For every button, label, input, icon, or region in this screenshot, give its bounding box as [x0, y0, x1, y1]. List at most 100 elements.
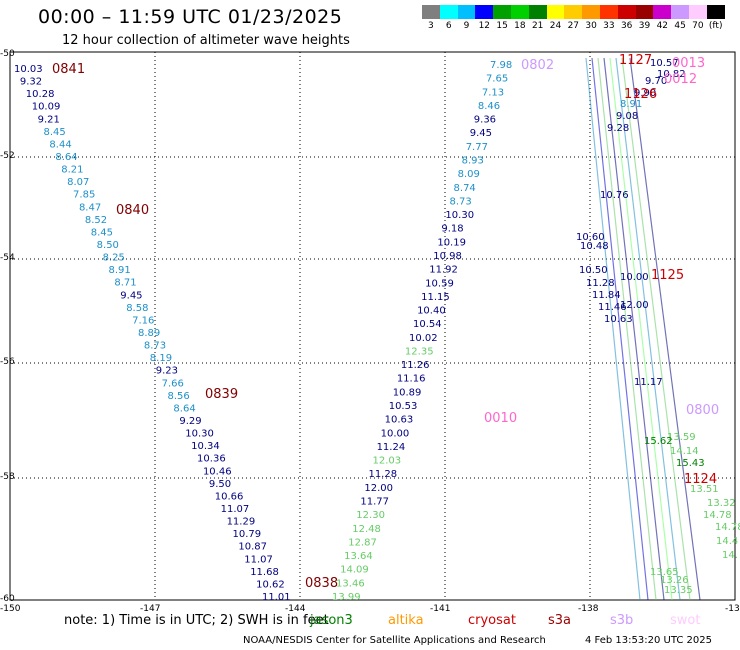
track-value: 8.25 [103, 253, 125, 264]
longitude-label: -147 [140, 604, 161, 614]
track-value: 11.29 [227, 517, 256, 528]
track-value: 9.23 [156, 366, 178, 377]
colorbar-swatch [422, 5, 440, 19]
track-value: 8.44 [49, 139, 71, 150]
dense-track-line [585, 57, 641, 601]
colorbar-label: 70 [692, 21, 704, 31]
track-value: 11.26 [401, 360, 430, 371]
track-value: 8.73 [449, 196, 471, 207]
colorbar-label: 9 [463, 21, 470, 31]
track-value: 12.87 [348, 537, 377, 548]
track-value: 13.65 [650, 567, 679, 578]
track-value: 8.93 [462, 155, 484, 166]
colorbar-swatch [653, 5, 672, 19]
track-value: 8.46 [478, 101, 500, 112]
colorbar-label: 33 [603, 21, 615, 31]
track-value: 8.89 [138, 328, 160, 339]
satellite-legend-item: cryosat [468, 613, 516, 628]
track-value: 10.09 [32, 102, 61, 113]
track-value: 10.79 [232, 529, 261, 540]
pass-id-label: 0841 [52, 62, 85, 77]
pass-id-label: 1127 [619, 53, 652, 68]
track-value: 7.13 [482, 87, 504, 98]
track-value: 10.00 [381, 428, 410, 439]
track-value: 9.21 [38, 114, 60, 125]
track-value: 8.91 [620, 99, 642, 110]
track-value: 11.01 [262, 592, 291, 603]
track-value: 11.77 [360, 497, 389, 508]
colorbar-swatch [439, 5, 458, 19]
track-value: 8.64 [55, 152, 77, 163]
track-value: 9.32 [20, 77, 42, 88]
track-value: 10.36 [197, 454, 226, 465]
pass-id-label: 0802 [521, 58, 554, 73]
track-value: 15.62 [644, 436, 673, 447]
latitude-label: -54 [0, 253, 15, 263]
latitude-label: -58 [0, 472, 15, 482]
pass-id-label: 1124 [684, 472, 717, 487]
track-value: 10.89 [393, 387, 422, 398]
track-value: 10.53 [389, 401, 418, 412]
colorbar-label: 27 [567, 21, 580, 31]
satellite-legend-item: s3a [548, 613, 572, 628]
pass-id-label: 0800 [686, 403, 719, 418]
track-value: 12.35 [405, 346, 434, 357]
page-subtitle: 12 hour collection of altimeter wave hei… [62, 33, 350, 48]
track-value: 10.66 [215, 491, 244, 502]
track-value: 10.02 [409, 333, 438, 344]
track-value: 9.50 [209, 479, 231, 490]
track-value: 12.48 [352, 524, 381, 535]
track-value: 8.07 [67, 177, 89, 188]
track-value: 10.87 [238, 542, 267, 553]
colorbar-label: 45 [674, 21, 686, 31]
track-value: 10.98 [433, 251, 462, 262]
track-value: 14.14 [670, 446, 699, 457]
track-value: 8.19 [150, 353, 172, 364]
track-value: 9.36 [474, 115, 496, 126]
track-value: 8.45 [44, 127, 66, 138]
track-value: 8.91 [108, 265, 130, 276]
track-value: 13.32 [707, 498, 736, 509]
colorbar-swatch [564, 5, 583, 19]
colorbar-swatch [671, 5, 689, 19]
track-value: 8.45 [91, 227, 113, 238]
track-value: 8.64 [173, 403, 195, 414]
track-value: 13.59 [667, 432, 696, 443]
track-value: 11.17 [634, 377, 663, 388]
track-value: 8.09 [458, 169, 480, 180]
track-value: 13.99 [332, 592, 361, 603]
track-value: 11.92 [429, 265, 458, 276]
track-value: 10.03 [14, 64, 43, 75]
track-value: 10.40 [417, 306, 446, 317]
map-frame [9, 51, 736, 601]
track-value: 13.46 [336, 578, 365, 589]
track-value: 9.90 [634, 88, 656, 99]
track-value: 11.16 [397, 374, 426, 385]
pass-id-label: 1126 [624, 87, 657, 102]
colorbar-label: 6 [445, 21, 452, 31]
track-value: 7.16 [132, 315, 154, 326]
track-value: 10.00 [620, 272, 649, 283]
track-value: 11.28 [586, 278, 615, 289]
longitude-label: -13 [725, 604, 740, 614]
track-value: 8.47 [79, 202, 101, 213]
track-value: 10.63 [604, 314, 633, 325]
track-value: 10.63 [385, 415, 414, 426]
track-value: 8.73 [144, 341, 166, 352]
track-value: 13.64 [344, 551, 373, 562]
pass-id-label: 0839 [205, 387, 238, 402]
track-value: 9.08 [616, 111, 638, 122]
colorbar-swatch [528, 5, 547, 19]
track-value: 9.45 [120, 290, 142, 301]
colorbar-swatch [600, 5, 618, 19]
track-value: 9.28 [607, 123, 629, 134]
pass-id-label: 1125 [651, 268, 684, 283]
track-value: 7.66 [162, 378, 184, 389]
track-value: 10.76 [600, 190, 629, 201]
track-value: 10.48 [580, 241, 609, 252]
track-value: 7.98 [490, 60, 512, 71]
latitude-label: -50 [0, 49, 15, 59]
colorbar-swatch [511, 5, 529, 19]
track-value: 8.52 [85, 215, 107, 226]
